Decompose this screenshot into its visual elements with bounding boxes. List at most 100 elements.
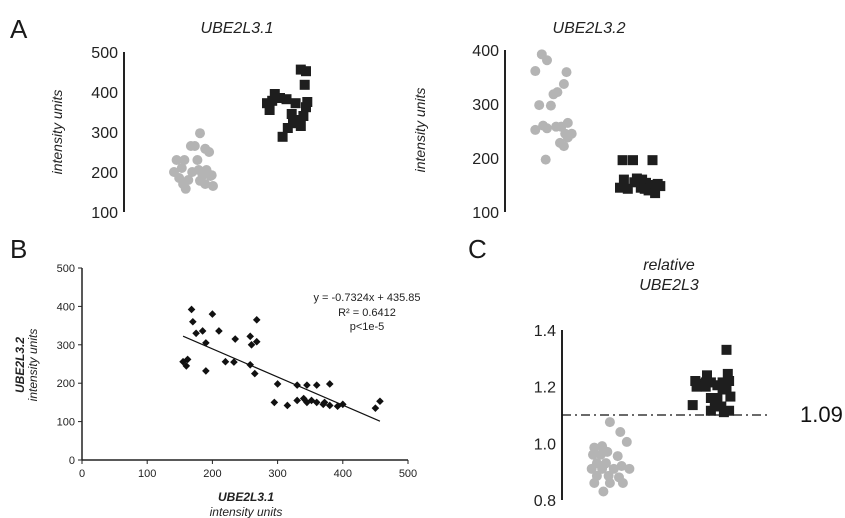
- chart-c-point-group2: [718, 407, 729, 418]
- chart-b-point: [198, 327, 207, 335]
- chart-b-point: [312, 398, 321, 407]
- chart-a2-y-tick-label: 300: [472, 97, 499, 114]
- chart-b-point: [221, 357, 230, 366]
- chart-b-x-tick-label: 300: [268, 468, 286, 480]
- chart-c-title-line2: UBE2L3: [639, 277, 699, 294]
- chart-b-x-tick-label: 0: [79, 468, 85, 480]
- chart-a2-title: UBE2L3.2: [553, 20, 626, 37]
- chart-b-point: [215, 327, 223, 335]
- chart-a2-point-group2: [655, 181, 666, 192]
- chart-c-title-line1: relative: [643, 257, 695, 274]
- chart-c-y-tick-label: 1.4: [534, 323, 556, 340]
- chart-c-point-group1: [586, 463, 597, 474]
- chart-a1-point-group2: [299, 79, 310, 90]
- chart-c-reference-label: 1.09: [800, 402, 843, 427]
- chart-a1-point-group2: [286, 109, 297, 119]
- chart-a1-point-group2: [281, 94, 292, 105]
- chart-c-point-group2: [712, 393, 723, 403]
- chart-a2-point-group2: [628, 155, 638, 166]
- chart-b-point: [325, 401, 334, 410]
- chart-b-point: [250, 369, 259, 378]
- chart-a1-y-tick-label: 300: [91, 125, 118, 142]
- chart-b-x-axis-label: UBE2L3.1: [218, 490, 274, 504]
- chart-a2-point-group1: [545, 100, 556, 111]
- chart-c-point-group1: [612, 451, 623, 462]
- chart-c-point-group1: [588, 449, 598, 460]
- chart-b-point: [270, 398, 279, 407]
- chart-b-y-tick-label: 0: [69, 455, 75, 467]
- chart-b-equation: y = -0.7324x + 435.85: [313, 292, 420, 304]
- chart-c-point-group2: [725, 391, 736, 402]
- chart-b-point: [371, 404, 380, 412]
- chart-c-point-group2: [691, 381, 702, 392]
- chart-a1-point-group2: [288, 118, 298, 129]
- chart-a1-point-group1: [176, 163, 187, 173]
- chart-a2-y-tick-label: 100: [472, 205, 499, 222]
- chart-b-point: [230, 358, 238, 366]
- chart-c-point-group2: [712, 380, 723, 391]
- chart-a1-y-tick-label: 400: [91, 85, 118, 102]
- chart-b-point: [293, 381, 301, 389]
- chart-c-point-group2: [702, 370, 712, 381]
- chart-a1-point-group2: [301, 66, 311, 77]
- chart-a2-point-group1: [530, 66, 541, 77]
- chart-b-point: [333, 402, 342, 411]
- chart-b-x-tick-label: 200: [203, 468, 221, 480]
- chart-b-y-tick-label: 200: [57, 378, 75, 390]
- chart-a1-point-group1: [180, 183, 191, 194]
- chart-b-x-tick-label: 100: [138, 468, 156, 480]
- chart-a2-point-group2: [622, 183, 633, 194]
- chart-b-y-tick-label: 100: [57, 417, 75, 429]
- chart-c-point-group2: [687, 400, 698, 411]
- chart-b-point: [376, 397, 384, 406]
- chart-a1-point-group1: [185, 141, 196, 151]
- chart-c-point-group1: [621, 436, 632, 447]
- chart-a2-point-group1: [558, 141, 569, 152]
- chart-c-point-group2: [721, 384, 732, 395]
- chart-a2-point-group1: [542, 123, 552, 134]
- chart-a1-point-group1: [200, 179, 211, 189]
- chart-a2-point-group2: [647, 155, 658, 166]
- chart-c-point-group1: [597, 463, 608, 474]
- chart-a2-y-axis-label: intensity units: [412, 88, 428, 173]
- chart-c-point-group1: [589, 478, 600, 488]
- chart-c-point-group1: [616, 461, 627, 471]
- chart-c-point-group2: [700, 381, 711, 392]
- chart-b-point: [187, 305, 196, 314]
- chart-b-point: [202, 367, 210, 375]
- chart-c-point-group2: [716, 401, 727, 412]
- chart-b-y-axis-label: UBE2L3.2: [13, 337, 27, 393]
- chart-b-point: [273, 380, 282, 388]
- chart-a2-point-group1: [530, 124, 541, 135]
- chart-a1-point-group2: [302, 97, 313, 107]
- chart-b-p-value: p<1e-5: [350, 321, 385, 333]
- chart-c-point-group1: [598, 486, 609, 497]
- chart-c-point-group1: [624, 463, 635, 474]
- chart-c-point-group1: [602, 446, 613, 457]
- chart-a2: UBE2L3.2 intensity units 100 200 300 400: [412, 20, 666, 222]
- chart-a2-point-group1: [542, 55, 552, 66]
- chart-a2-point-group1: [562, 132, 573, 143]
- chart-c-point-group1: [604, 478, 615, 488]
- chart-b: 0 100 200 300 400 500 0 100 200 300 400 500 y = -0.…: [13, 263, 421, 518]
- chart-a2-y-tick-label: 400: [472, 43, 499, 60]
- chart-a1-point-group2: [290, 98, 301, 109]
- chart-a1-point-group1: [208, 181, 218, 191]
- chart-b-r-squared: R² = 0.6412: [338, 307, 396, 319]
- chart-b-point: [299, 394, 308, 403]
- panel-letter-b: B: [10, 234, 27, 264]
- chart-a1: UBE2L3.1 intensity units 100 200 300 400 500: [49, 20, 313, 222]
- chart-a2-y-tick-label: 200: [472, 151, 499, 168]
- chart-a2-point-group2: [639, 183, 650, 194]
- chart-a1-point-group2: [282, 123, 293, 133]
- chart-a2-point-group1: [534, 100, 545, 111]
- chart-c-point-group2: [717, 377, 728, 388]
- chart-a2-point-group1: [540, 154, 551, 165]
- panel-letter-c: C: [468, 234, 487, 264]
- chart-a1-point-group1: [192, 155, 203, 165]
- chart-a1-point-group2: [267, 95, 278, 106]
- chart-a2-point-group1: [551, 121, 562, 132]
- chart-a1-point-group1: [179, 155, 190, 165]
- chart-a1-point-group1: [195, 128, 205, 139]
